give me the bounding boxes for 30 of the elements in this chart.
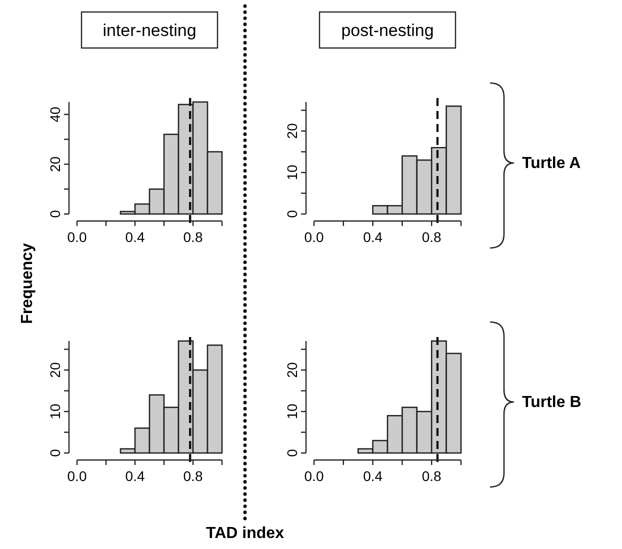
x-tick-label: 0.0	[67, 468, 87, 484]
x-tick-label: 0.4	[363, 468, 383, 484]
x-tick-label: 0.8	[422, 229, 442, 245]
text: Turtle A	[522, 155, 582, 172]
x-tick-label: 0.4	[363, 229, 383, 245]
x-tick-label: 0.4	[125, 229, 145, 245]
y-tick-label: 10	[47, 404, 63, 420]
x-tick-label: 0.8	[422, 468, 442, 484]
y-tick-label: 0	[47, 448, 63, 457]
y-tick-label: 0	[284, 210, 300, 218]
y-tick-label: 10	[284, 164, 300, 180]
y-axis-title: Frequency	[19, 242, 36, 324]
chart-title: post-nesting	[341, 21, 434, 40]
x-tick-label: 0.8	[183, 229, 203, 245]
y-tick-label: 20	[47, 156, 63, 172]
y-tick-label: 0	[47, 210, 63, 218]
x-tick-label: 0.8	[183, 468, 203, 484]
y-tick-label: 40	[47, 106, 63, 122]
x-tick-label: 0.0	[304, 468, 324, 484]
x-tick-label: 0.4	[125, 468, 145, 484]
y-tick-label: 20	[284, 362, 300, 378]
x-tick-label: 0.0	[67, 229, 87, 245]
text: Turtle B	[522, 394, 582, 411]
x-axis-title: TAD index	[206, 525, 284, 542]
chart-title: inter-nesting	[102, 21, 196, 40]
y-tick-label: 20	[47, 362, 63, 378]
y-tick-label: 0	[284, 448, 300, 457]
x-tick-label: 0.0	[304, 229, 324, 245]
y-tick-label: 10	[284, 404, 300, 420]
y-tick-label: 20	[284, 123, 300, 139]
